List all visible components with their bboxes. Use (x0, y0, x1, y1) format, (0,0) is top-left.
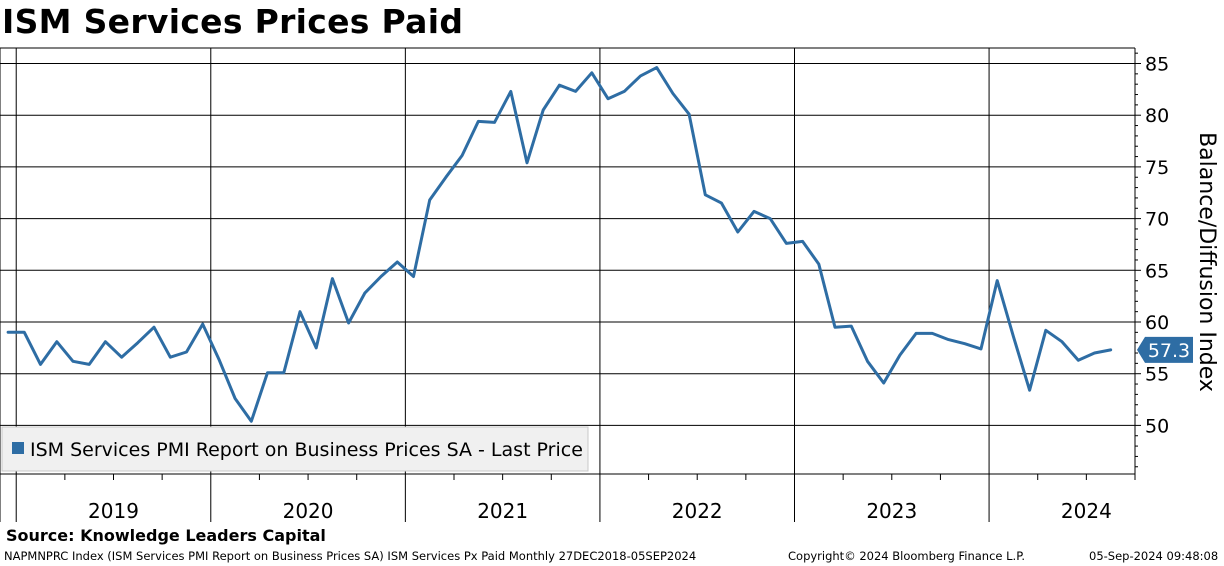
y-tick-label: 55 (1145, 364, 1169, 386)
series-line (6, 66, 1113, 423)
footer-timestamp: 05-Sep-2024 09:48:08 (1089, 549, 1219, 563)
x-tick-label: 2020 (283, 499, 334, 523)
last-value-badge (1137, 336, 1193, 363)
y-tick-label: 75 (1145, 157, 1169, 179)
chart-title: ISM Services Prices Paid (2, 2, 464, 41)
x-tick-label: 2023 (866, 499, 917, 523)
plot-frame (0, 47, 1136, 522)
x-axis: 2019 2020 2021 2022 2023 2024 (64, 474, 1136, 523)
y-axis-label: Balance/Diffusion Index (1194, 132, 1219, 392)
x-tick-label: 2019 (88, 499, 139, 523)
legend-box (1, 426, 589, 472)
legend-label: ISM Services PMI Report on Business Pric… (30, 439, 583, 461)
y-tick-label: 65 (1145, 260, 1169, 282)
last-value-label: 57.3 (1148, 340, 1190, 362)
y-tick-label: 85 (1145, 54, 1169, 76)
y-axis: 50 55 60 65 70 75 80 85 (1135, 52, 1169, 468)
source-note: Source: Knowledge Leaders Capital (6, 526, 326, 545)
x-tick-label: 2022 (672, 499, 723, 523)
last-value-marker: 57.3 (1137, 336, 1193, 363)
legend-swatch (12, 442, 24, 454)
legend: ISM Services PMI Report on Business Pric… (1, 426, 589, 472)
y-tick-label: 50 (1145, 415, 1169, 437)
x-tick-label: 2021 (477, 499, 528, 523)
x-tick-label: 2024 (1061, 499, 1112, 523)
footer-index-description: NAPMNPRC Index (ISM Services PMI Report … (4, 549, 697, 563)
y-tick-label: 80 (1145, 105, 1169, 127)
footer-copyright: Copyright© 2024 Bloomberg Finance L.P. (788, 549, 1025, 563)
series-layer (6, 66, 1113, 423)
y-tick-label: 70 (1145, 209, 1169, 231)
y-tick-label: 60 (1145, 312, 1169, 334)
